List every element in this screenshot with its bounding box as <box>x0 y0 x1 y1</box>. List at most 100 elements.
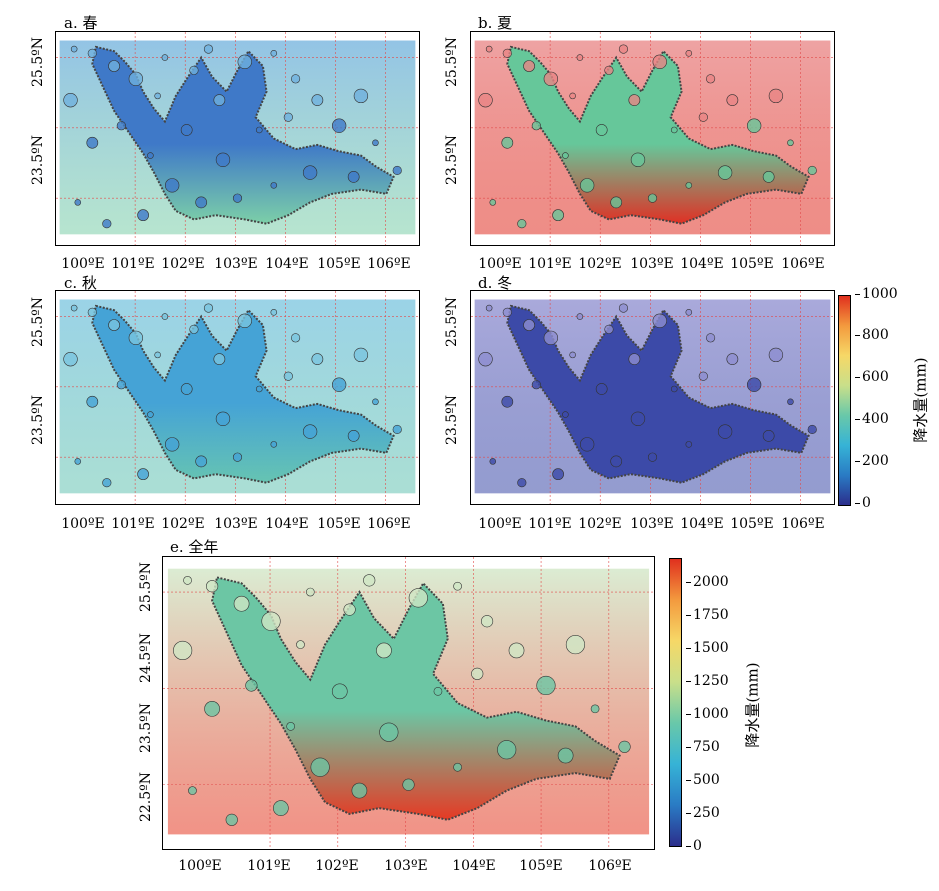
station-marker <box>137 468 149 481</box>
station-marker <box>543 71 559 87</box>
colorbar-tick: 750 <box>686 739 720 755</box>
map-canvas <box>56 291 419 504</box>
station-marker <box>270 441 278 448</box>
colorbar-tick: 1000 <box>686 706 729 722</box>
station-marker <box>618 44 629 54</box>
y-tick-label: 25.5ºN <box>444 36 460 88</box>
station-marker <box>183 576 192 585</box>
station-marker <box>579 178 595 193</box>
x-tick-label: 100ºE <box>61 516 105 532</box>
station-marker <box>372 398 379 406</box>
x-tick-label: 105ºE <box>317 516 361 532</box>
station-marker <box>311 94 324 107</box>
y-tick-label: 25.5ºN <box>138 561 154 613</box>
colorbar-tick: 1250 <box>686 673 729 689</box>
station-marker <box>302 165 318 180</box>
station-marker <box>618 303 629 313</box>
station-marker <box>610 196 623 209</box>
station-marker <box>762 170 775 183</box>
station-marker <box>213 94 226 107</box>
y-tick-label: 24.5ºN <box>138 632 154 684</box>
station-marker <box>102 219 112 229</box>
map-canvas <box>471 291 834 504</box>
basin-outline <box>91 45 395 225</box>
station-marker <box>726 94 739 107</box>
map-canvas <box>163 557 654 849</box>
station-marker <box>180 124 193 136</box>
station-marker <box>255 385 263 393</box>
station-marker <box>536 675 556 696</box>
station-marker <box>232 193 243 203</box>
station-marker <box>116 380 126 390</box>
map-frame[interactable] <box>470 31 835 246</box>
station-marker <box>372 139 379 147</box>
station-marker <box>647 193 658 203</box>
colorbar-tick: 1500 <box>686 640 729 656</box>
station-marker <box>523 319 535 331</box>
station-marker <box>204 701 220 717</box>
colorbar-tick: 2000 <box>686 574 729 590</box>
y-tick-label: 23.5ºN <box>444 134 460 186</box>
panel-title: b. 夏 <box>478 14 513 32</box>
station-marker <box>531 380 541 390</box>
map-frame[interactable] <box>162 556 655 850</box>
station-marker <box>147 411 154 418</box>
station-marker <box>630 152 646 167</box>
x-tick-label: 100ºE <box>178 858 222 874</box>
station-marker <box>453 581 462 591</box>
colorbar-gradient <box>669 558 682 847</box>
station-marker <box>283 112 293 122</box>
station-marker <box>685 50 693 57</box>
station-marker <box>286 722 295 731</box>
station-marker <box>161 313 169 320</box>
station-marker <box>291 333 301 343</box>
station-marker <box>291 74 301 84</box>
station-marker <box>270 309 278 316</box>
colorbar-tick: 0 <box>686 838 702 854</box>
station-marker <box>489 199 497 206</box>
station-marker <box>647 452 658 462</box>
station-marker <box>237 313 252 328</box>
station-marker <box>807 424 817 435</box>
station-marker <box>552 468 564 481</box>
station-marker <box>762 429 775 442</box>
station-marker <box>628 94 641 107</box>
colorbar-gradient <box>838 295 851 506</box>
map-frame[interactable] <box>55 31 420 246</box>
x-tick-label: 102ºE <box>161 516 205 532</box>
station-marker <box>565 635 586 655</box>
station-marker <box>147 152 154 159</box>
station-marker <box>670 385 678 393</box>
y-tick-label: 23.5ºN <box>30 134 46 186</box>
station-marker <box>225 813 238 826</box>
x-tick-label: 102ºE <box>578 516 622 532</box>
station-marker <box>478 92 493 108</box>
station-marker <box>283 371 293 381</box>
station-marker <box>453 762 462 772</box>
station-marker <box>70 304 78 312</box>
station-marker <box>206 580 219 593</box>
station-marker <box>604 65 614 75</box>
station-marker <box>670 126 678 134</box>
station-marker <box>787 139 794 147</box>
station-marker <box>717 424 733 439</box>
station-marker <box>531 121 541 131</box>
station-marker <box>270 50 278 57</box>
x-tick-label: 106ºE <box>781 516 825 532</box>
map-frame[interactable] <box>55 290 420 505</box>
map-frame[interactable] <box>470 290 835 505</box>
colorbar-label: 降水量(mm) <box>911 357 930 443</box>
station-marker <box>502 307 512 317</box>
station-marker <box>652 54 667 69</box>
x-tick-label: 103ºE <box>384 858 428 874</box>
x-tick-label: 103ºE <box>630 516 674 532</box>
station-marker <box>296 640 305 649</box>
station-marker <box>501 395 514 408</box>
station-marker <box>86 136 99 149</box>
station-marker <box>128 71 144 87</box>
y-tick-label: 25.5ºN <box>444 296 460 348</box>
station-marker <box>273 800 289 816</box>
station-marker <box>63 92 78 108</box>
station-marker <box>108 60 120 72</box>
station-marker <box>180 383 193 395</box>
